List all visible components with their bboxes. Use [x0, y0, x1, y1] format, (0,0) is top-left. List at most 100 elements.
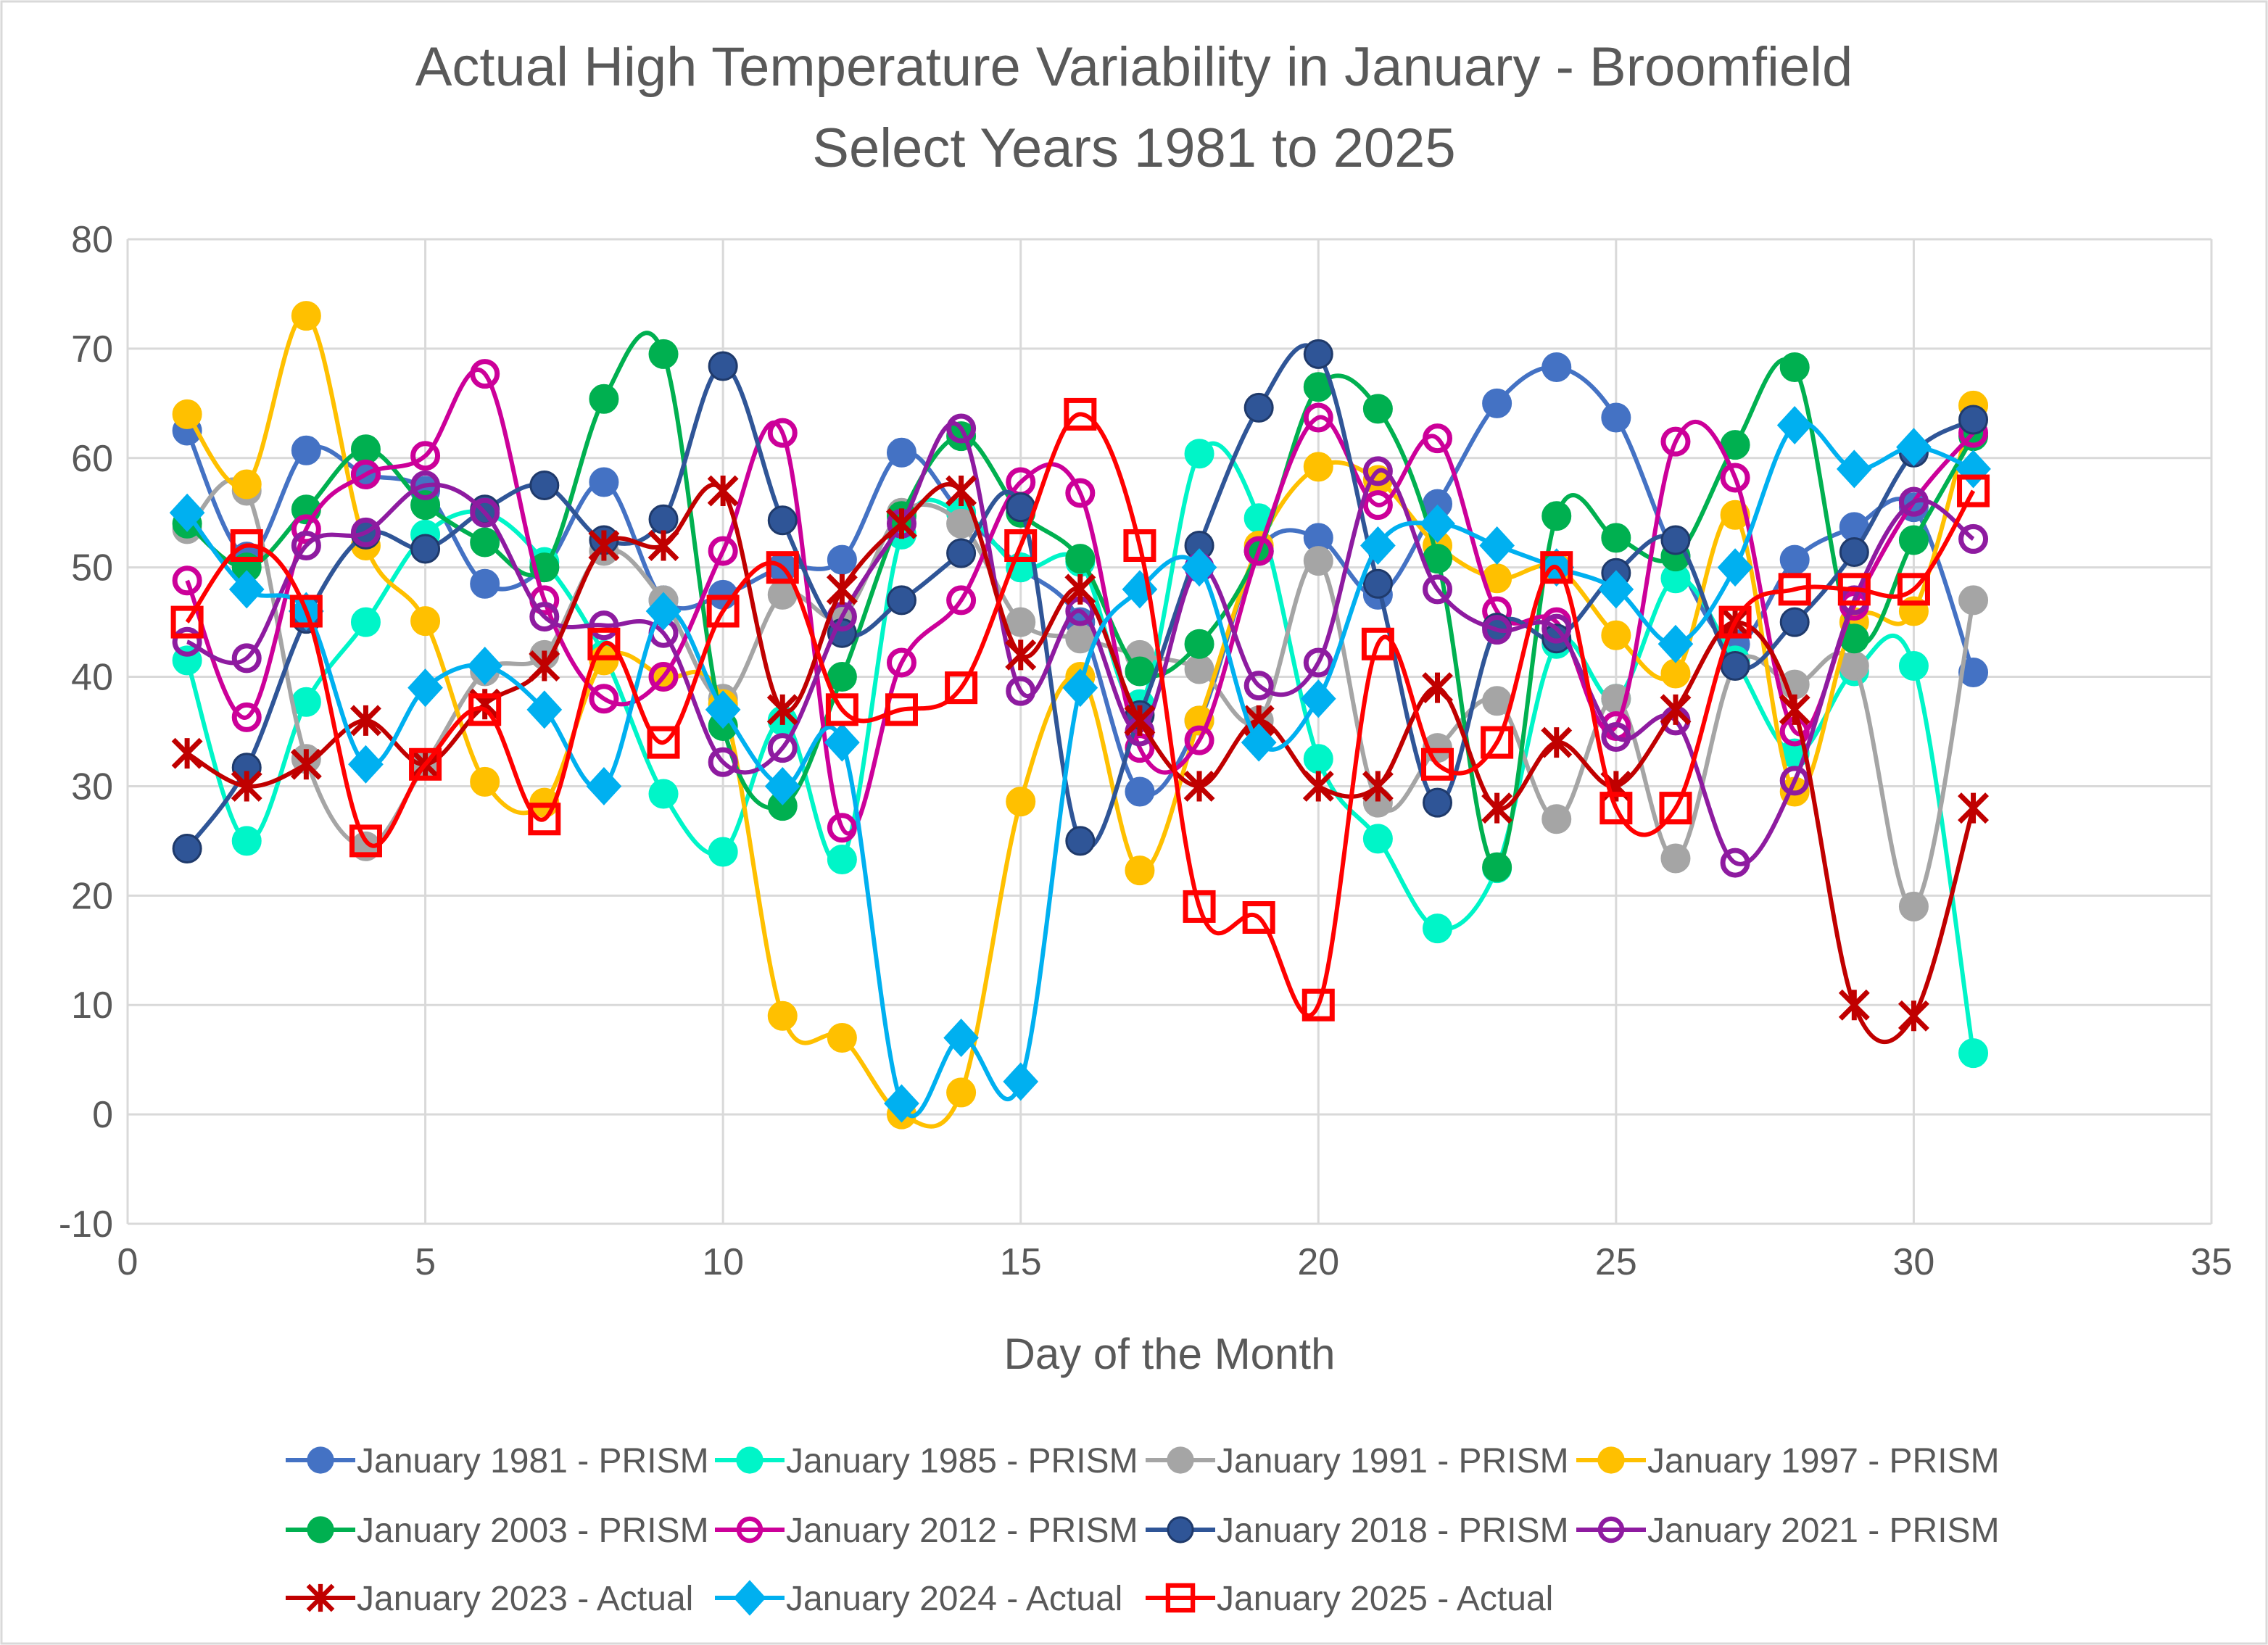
series-january-1997-prism [172, 301, 1989, 1130]
data-point [1897, 1000, 1929, 1032]
data-point [231, 469, 262, 500]
legend-entry: January 2021 - PRISM [1576, 1512, 2000, 1550]
data-point [589, 610, 619, 641]
data-point [231, 643, 262, 674]
data-point [1423, 913, 1453, 944]
legend-entry: January 1991 - PRISM [1146, 1442, 1569, 1480]
legend-entry: January 2003 - PRISM [286, 1512, 709, 1550]
data-point [1362, 456, 1393, 486]
y-tick-label: 70 [71, 328, 113, 370]
series-line [185, 420, 1974, 1119]
data-point [231, 702, 262, 732]
series-line [185, 343, 1974, 850]
data-point [172, 399, 202, 429]
data-point [1720, 650, 1750, 681]
y-tick-label: 80 [71, 219, 113, 261]
data-point [1362, 490, 1393, 521]
data-point [1958, 585, 1989, 616]
x-tick-label: 35 [2190, 1241, 2232, 1283]
series-line [185, 368, 1975, 836]
data-point [410, 471, 441, 500]
data-point [1541, 352, 1572, 383]
data-point [350, 607, 381, 637]
data-point [1898, 650, 1929, 681]
data-point [825, 693, 858, 726]
data-point [647, 530, 679, 561]
data-point [707, 475, 739, 507]
data-point [1184, 725, 1214, 755]
legend-entry: January 1997 - PRISM [1576, 1442, 2000, 1480]
data-point [291, 687, 321, 717]
data-point [1898, 891, 1929, 921]
data-point [1837, 573, 1871, 606]
data-point [306, 1583, 335, 1612]
legend-label: January 2012 - PRISM [786, 1512, 1138, 1550]
data-point [1302, 770, 1334, 802]
x-tick-label: 5 [415, 1241, 436, 1283]
data-point [827, 544, 857, 575]
data-point [1065, 478, 1096, 508]
data-point [1125, 776, 1155, 807]
data-point [736, 1446, 763, 1474]
data-point [766, 551, 799, 584]
data-point [1362, 568, 1393, 599]
series-line [185, 313, 1976, 1129]
data-point [1303, 647, 1333, 678]
data-point [1064, 397, 1097, 431]
data-point [467, 646, 503, 685]
data-point [1657, 624, 1694, 663]
data-point [172, 833, 202, 863]
data-point [1597, 1446, 1625, 1474]
data-point [1601, 523, 1631, 553]
data-point [648, 779, 679, 809]
data-point [468, 693, 502, 726]
y-tick-label: 30 [71, 766, 113, 808]
data-point [1479, 526, 1515, 565]
data-point [470, 359, 500, 389]
data-point [946, 538, 977, 568]
legend: January 1981 - PRISM January 1985 - PRISM… [286, 1442, 2000, 1618]
data-point [1300, 679, 1336, 718]
legend-entry: January 1981 - PRISM [286, 1442, 709, 1480]
data-point [1303, 546, 1333, 576]
data-point [169, 493, 205, 532]
data-point [1006, 676, 1036, 706]
data-point [470, 527, 500, 558]
data-point [1779, 352, 1810, 383]
data-point [1124, 705, 1156, 737]
data-point [1601, 722, 1631, 753]
legend-label: January 1985 - PRISM [786, 1442, 1138, 1480]
data-point [529, 471, 560, 500]
data-point [886, 585, 916, 616]
data-point [767, 418, 798, 448]
y-tick-label: 40 [71, 657, 113, 699]
data-point [1064, 573, 1096, 605]
data-point [1482, 388, 1512, 418]
data-point [1006, 787, 1036, 817]
data-point [1898, 486, 1929, 517]
data-point [827, 813, 857, 843]
data-point [1243, 536, 1274, 566]
data-point [526, 690, 563, 729]
data-point [1184, 629, 1214, 659]
data-point [1839, 537, 1869, 568]
data-point [1897, 573, 1930, 606]
data-point [231, 770, 262, 802]
data-point [1243, 392, 1274, 423]
data-point [1776, 406, 1813, 444]
data-point [705, 690, 741, 729]
data-point [1362, 770, 1394, 802]
y-axis-ticks: -10 0 10 20 30 40 50 60 70 80 [59, 219, 113, 1246]
data-point [1003, 1062, 1039, 1101]
data-point [1540, 551, 1573, 584]
data-point [1125, 656, 1155, 687]
data-point [1597, 1516, 1625, 1544]
data-point [470, 766, 500, 797]
data-point [1896, 428, 1932, 467]
data-point [1303, 339, 1333, 369]
data-point [1541, 804, 1572, 834]
data-point [589, 384, 619, 414]
data-point [1541, 501, 1572, 531]
data-point [767, 505, 798, 536]
